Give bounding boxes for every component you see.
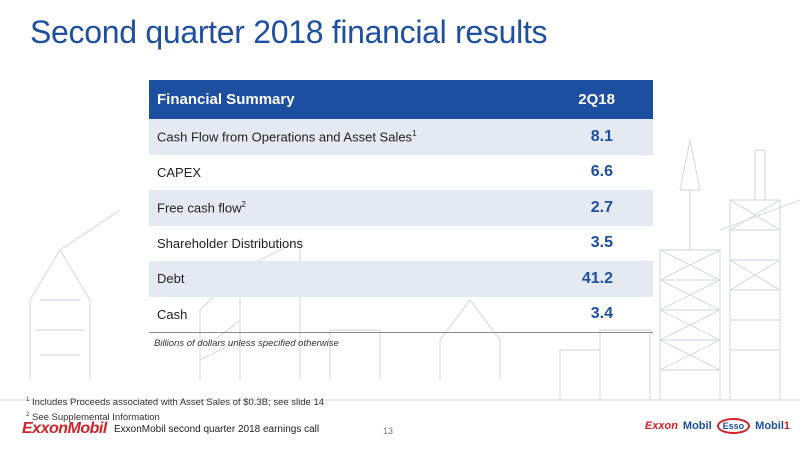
brand-logos: Exxon Mobil Esso Mobil1 xyxy=(645,418,790,434)
table-bottom-rule xyxy=(149,332,653,333)
row-label: Free cash flow2 xyxy=(157,200,246,216)
row-label: Cash Flow from Operations and Asset Sale… xyxy=(157,129,417,145)
mobil1-logo: Mobil1 xyxy=(755,420,790,432)
footer-call-text: ExxonMobil second quarter 2018 earnings … xyxy=(114,424,320,435)
row-label: Debt xyxy=(157,271,185,287)
header-label: Financial Summary xyxy=(157,91,295,108)
table-row: Debt 41.2 xyxy=(149,261,653,297)
table-row: CAPEX 6.6 xyxy=(149,155,653,191)
exxonmobil-logo: ExxonMobil xyxy=(22,420,107,437)
table-row: Free cash flow2 2.7 xyxy=(149,190,653,226)
row-value: 3.5 xyxy=(590,234,613,252)
page-number: 13 xyxy=(383,426,394,436)
table-row: Cash 3.4 xyxy=(149,297,653,333)
row-value: 41.2 xyxy=(581,269,613,287)
table-row: Shareholder Distributions 3.5 xyxy=(149,226,653,262)
slide-title: Second quarter 2018 financial results xyxy=(30,14,548,50)
footnote-item: 1 Includes Proceeds associated with Asse… xyxy=(26,397,325,409)
units-note: Billions of dollars unless specified oth… xyxy=(154,338,339,349)
row-label: Shareholder Distributions xyxy=(157,235,303,251)
table-row: Cash Flow from Operations and Asset Sale… xyxy=(149,119,653,155)
financial-summary-table: Financial Summary 2Q18 Cash Flow from Op… xyxy=(149,80,653,349)
mobil-logo: Mobil xyxy=(682,420,712,432)
table-header: Financial Summary 2Q18 xyxy=(149,80,653,119)
row-value: 2.7 xyxy=(590,198,613,216)
row-value: 6.6 xyxy=(590,163,613,181)
header-period: 2Q18 xyxy=(578,91,615,108)
row-label: Cash xyxy=(157,306,188,322)
exxon-logo: Exxon xyxy=(644,420,678,432)
esso-logo: Esso xyxy=(716,418,751,434)
footnotes: 1 Includes Proceeds associated with Asse… xyxy=(26,394,324,424)
row-label: CAPEX xyxy=(157,164,202,180)
row-value: 3.4 xyxy=(590,305,613,323)
row-value: 8.1 xyxy=(590,127,613,145)
footnote-item: 2 See Supplemental Information xyxy=(26,412,160,424)
